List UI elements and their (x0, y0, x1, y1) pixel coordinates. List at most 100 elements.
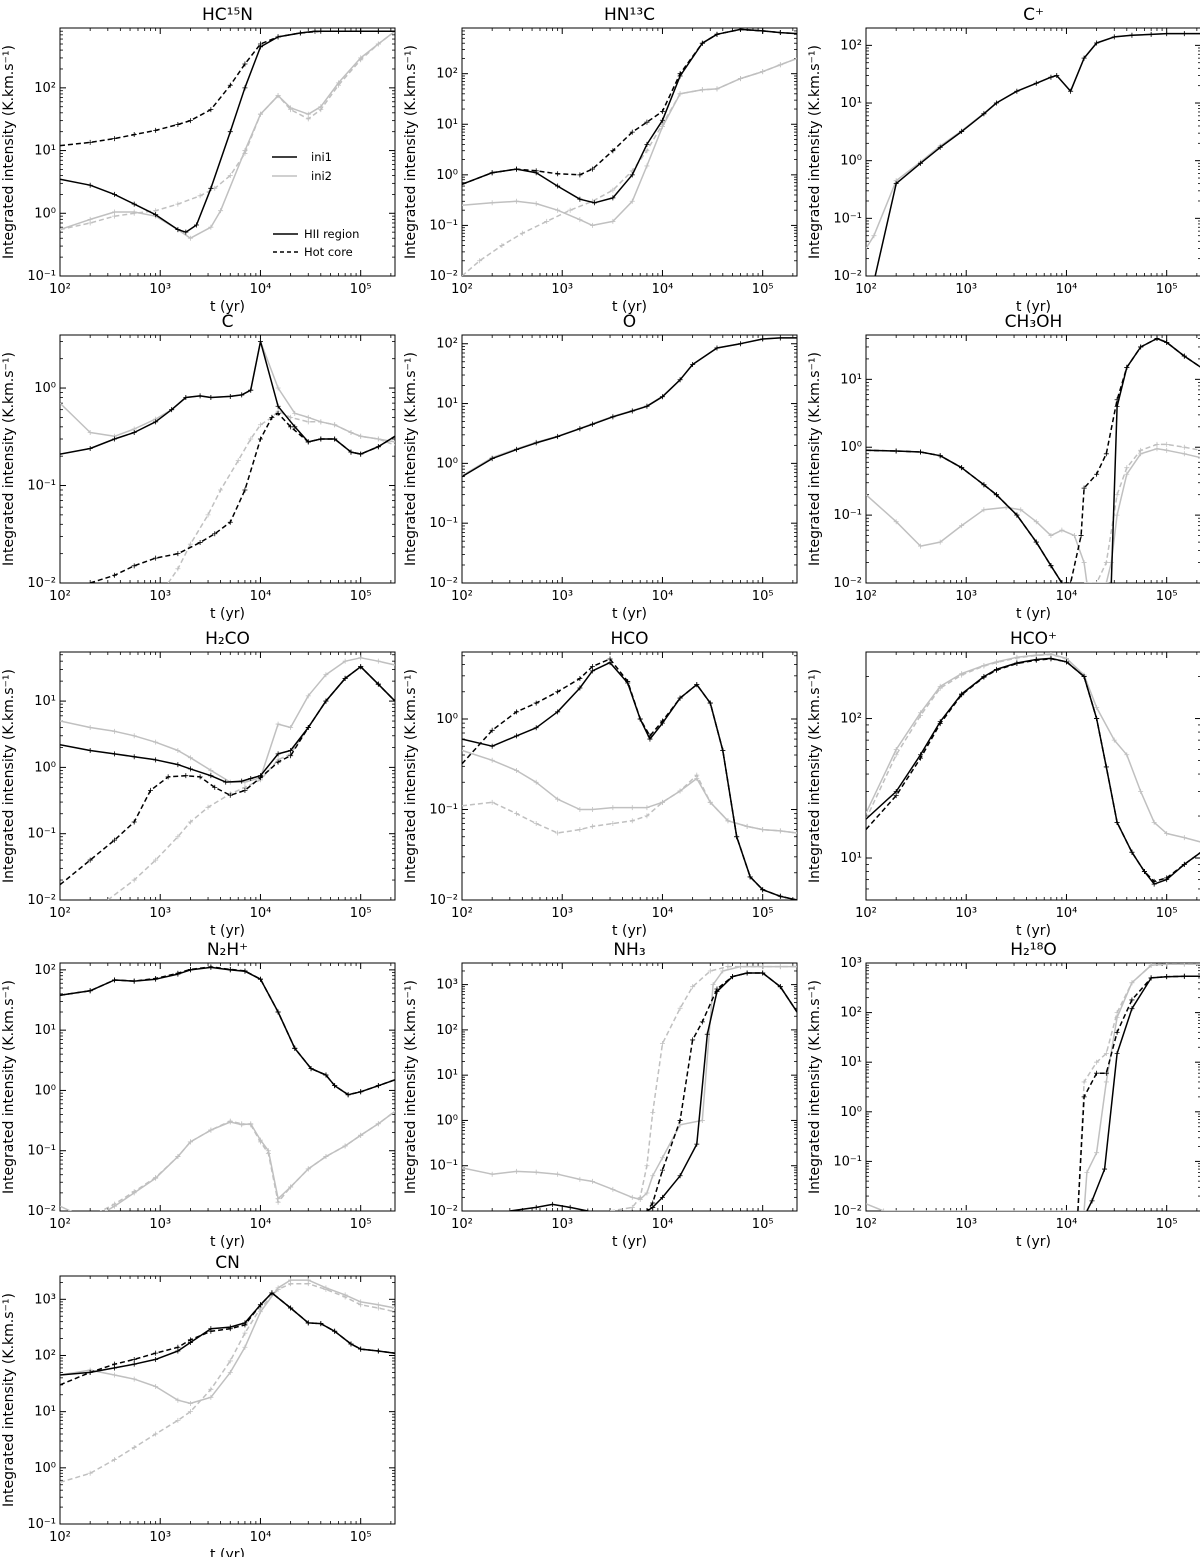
data-point (205, 512, 211, 518)
y-tick-label: 10⁻¹ (429, 1159, 458, 1174)
y-tick-label: 10⁻¹ (833, 508, 862, 523)
data-point (1114, 397, 1120, 403)
panel-4: C 10² 10³ 10⁴ 10⁵ 10⁻² 10⁻¹ 10⁰ t (yr) Integrated… (1, 312, 396, 622)
x-tick-label: 10⁵ (1156, 589, 1178, 604)
data-point (489, 799, 495, 805)
y-axis-label: Integrated intensity (K.km.s⁻¹) (1, 980, 17, 1194)
data-point (175, 970, 181, 976)
data-point (777, 828, 783, 834)
data-point (610, 218, 616, 224)
data-point (1103, 1070, 1109, 1076)
data-point (305, 1281, 311, 1287)
x-tick-label: 10⁴ (250, 1217, 272, 1232)
x-tick-label: 10⁵ (350, 282, 372, 297)
x-tick-label: 10³ (149, 906, 171, 921)
x-tick-label: 10² (49, 1530, 71, 1545)
y-tick-label: 10⁻² (27, 1204, 56, 1219)
panel-title: NH₃ (613, 940, 645, 960)
x-tick-label: 10⁴ (250, 282, 272, 297)
data-point (600, 1213, 605, 1218)
data-point (112, 1372, 118, 1378)
data-point (183, 229, 189, 235)
series-ini2_HII (866, 653, 1200, 843)
y-tick-label: 10¹ (436, 397, 458, 412)
data-point (918, 755, 924, 761)
x-axis-label: t (yr) (612, 606, 647, 622)
data-point (1129, 32, 1135, 38)
data-point (644, 141, 650, 147)
series-ini2_hot (609, 965, 797, 1211)
series-group (866, 335, 1200, 583)
data-point (288, 1305, 294, 1311)
plot-frame (461, 651, 798, 901)
data-point (292, 410, 298, 416)
series-group (60, 28, 395, 241)
data-point (153, 212, 159, 218)
data-point (644, 1163, 650, 1169)
data-point (489, 170, 495, 176)
data-point (87, 429, 93, 435)
y-tick-label: 10⁻² (833, 576, 862, 591)
x-tick-label: 10² (451, 589, 473, 604)
data-point (1103, 1079, 1109, 1085)
data-point (248, 436, 254, 442)
data-point (257, 111, 263, 117)
data-point (1124, 364, 1130, 370)
x-tick-label: 10⁴ (250, 906, 272, 921)
series-ini2_HII (60, 1110, 395, 1211)
data-point (358, 57, 364, 63)
data-point (1094, 1059, 1100, 1065)
y-tick-label: 10³ (436, 978, 458, 993)
data-point (918, 449, 924, 455)
data-point (87, 747, 93, 753)
data-point (1114, 1010, 1120, 1016)
y-tick-label: 10⁻¹ (833, 1154, 862, 1169)
data-point (257, 41, 263, 47)
data-point (893, 181, 899, 187)
data-point (555, 1171, 561, 1177)
data-point (227, 1358, 233, 1364)
data-point (257, 436, 263, 442)
data-point (1114, 492, 1120, 498)
data-point (1164, 441, 1170, 447)
data-point (1164, 830, 1170, 836)
data-point (323, 698, 329, 704)
data-point (227, 1326, 233, 1332)
data-point (647, 733, 653, 739)
data-point (112, 209, 118, 215)
data-point (881, 1208, 887, 1211)
series-ini2_HII (462, 749, 797, 834)
data-point (288, 747, 294, 753)
data-point (629, 1194, 635, 1200)
data-point (87, 220, 93, 226)
data-point (981, 663, 987, 669)
data-point (555, 830, 561, 836)
y-tick-label: 10¹ (436, 117, 458, 132)
y-tick-label: 10⁻¹ (833, 211, 862, 226)
data-point (699, 40, 705, 46)
series-ini2_hot (866, 653, 1085, 820)
x-tick-label: 10⁴ (652, 589, 674, 604)
data-point (1084, 1169, 1090, 1175)
y-tick-label: 10² (840, 38, 862, 53)
data-point (777, 964, 783, 970)
series-ini2_hot (60, 1282, 395, 1484)
data-point (288, 1281, 294, 1287)
data-point (1014, 661, 1020, 667)
data-point (208, 1394, 214, 1400)
data-point (699, 1019, 705, 1025)
data-point (187, 235, 193, 241)
data-point (1164, 963, 1170, 967)
data-point (1114, 403, 1120, 409)
panel-5: O 10² 10³ 10⁴ 10⁵ 10⁻² 10⁻¹ 10⁰ 10¹ 10² t (yr) Inte… (403, 312, 798, 622)
data-point (644, 813, 650, 819)
x-tick-label: 10³ (955, 1217, 977, 1232)
data-point (1138, 344, 1144, 350)
data-point (187, 966, 193, 972)
x-axis-label: t (yr) (612, 1234, 647, 1250)
data-point (577, 1176, 583, 1182)
data-point (358, 433, 364, 439)
plot-frame (865, 962, 1200, 1212)
x-tick-label: 10³ (955, 589, 977, 604)
series-group (60, 1277, 395, 1484)
